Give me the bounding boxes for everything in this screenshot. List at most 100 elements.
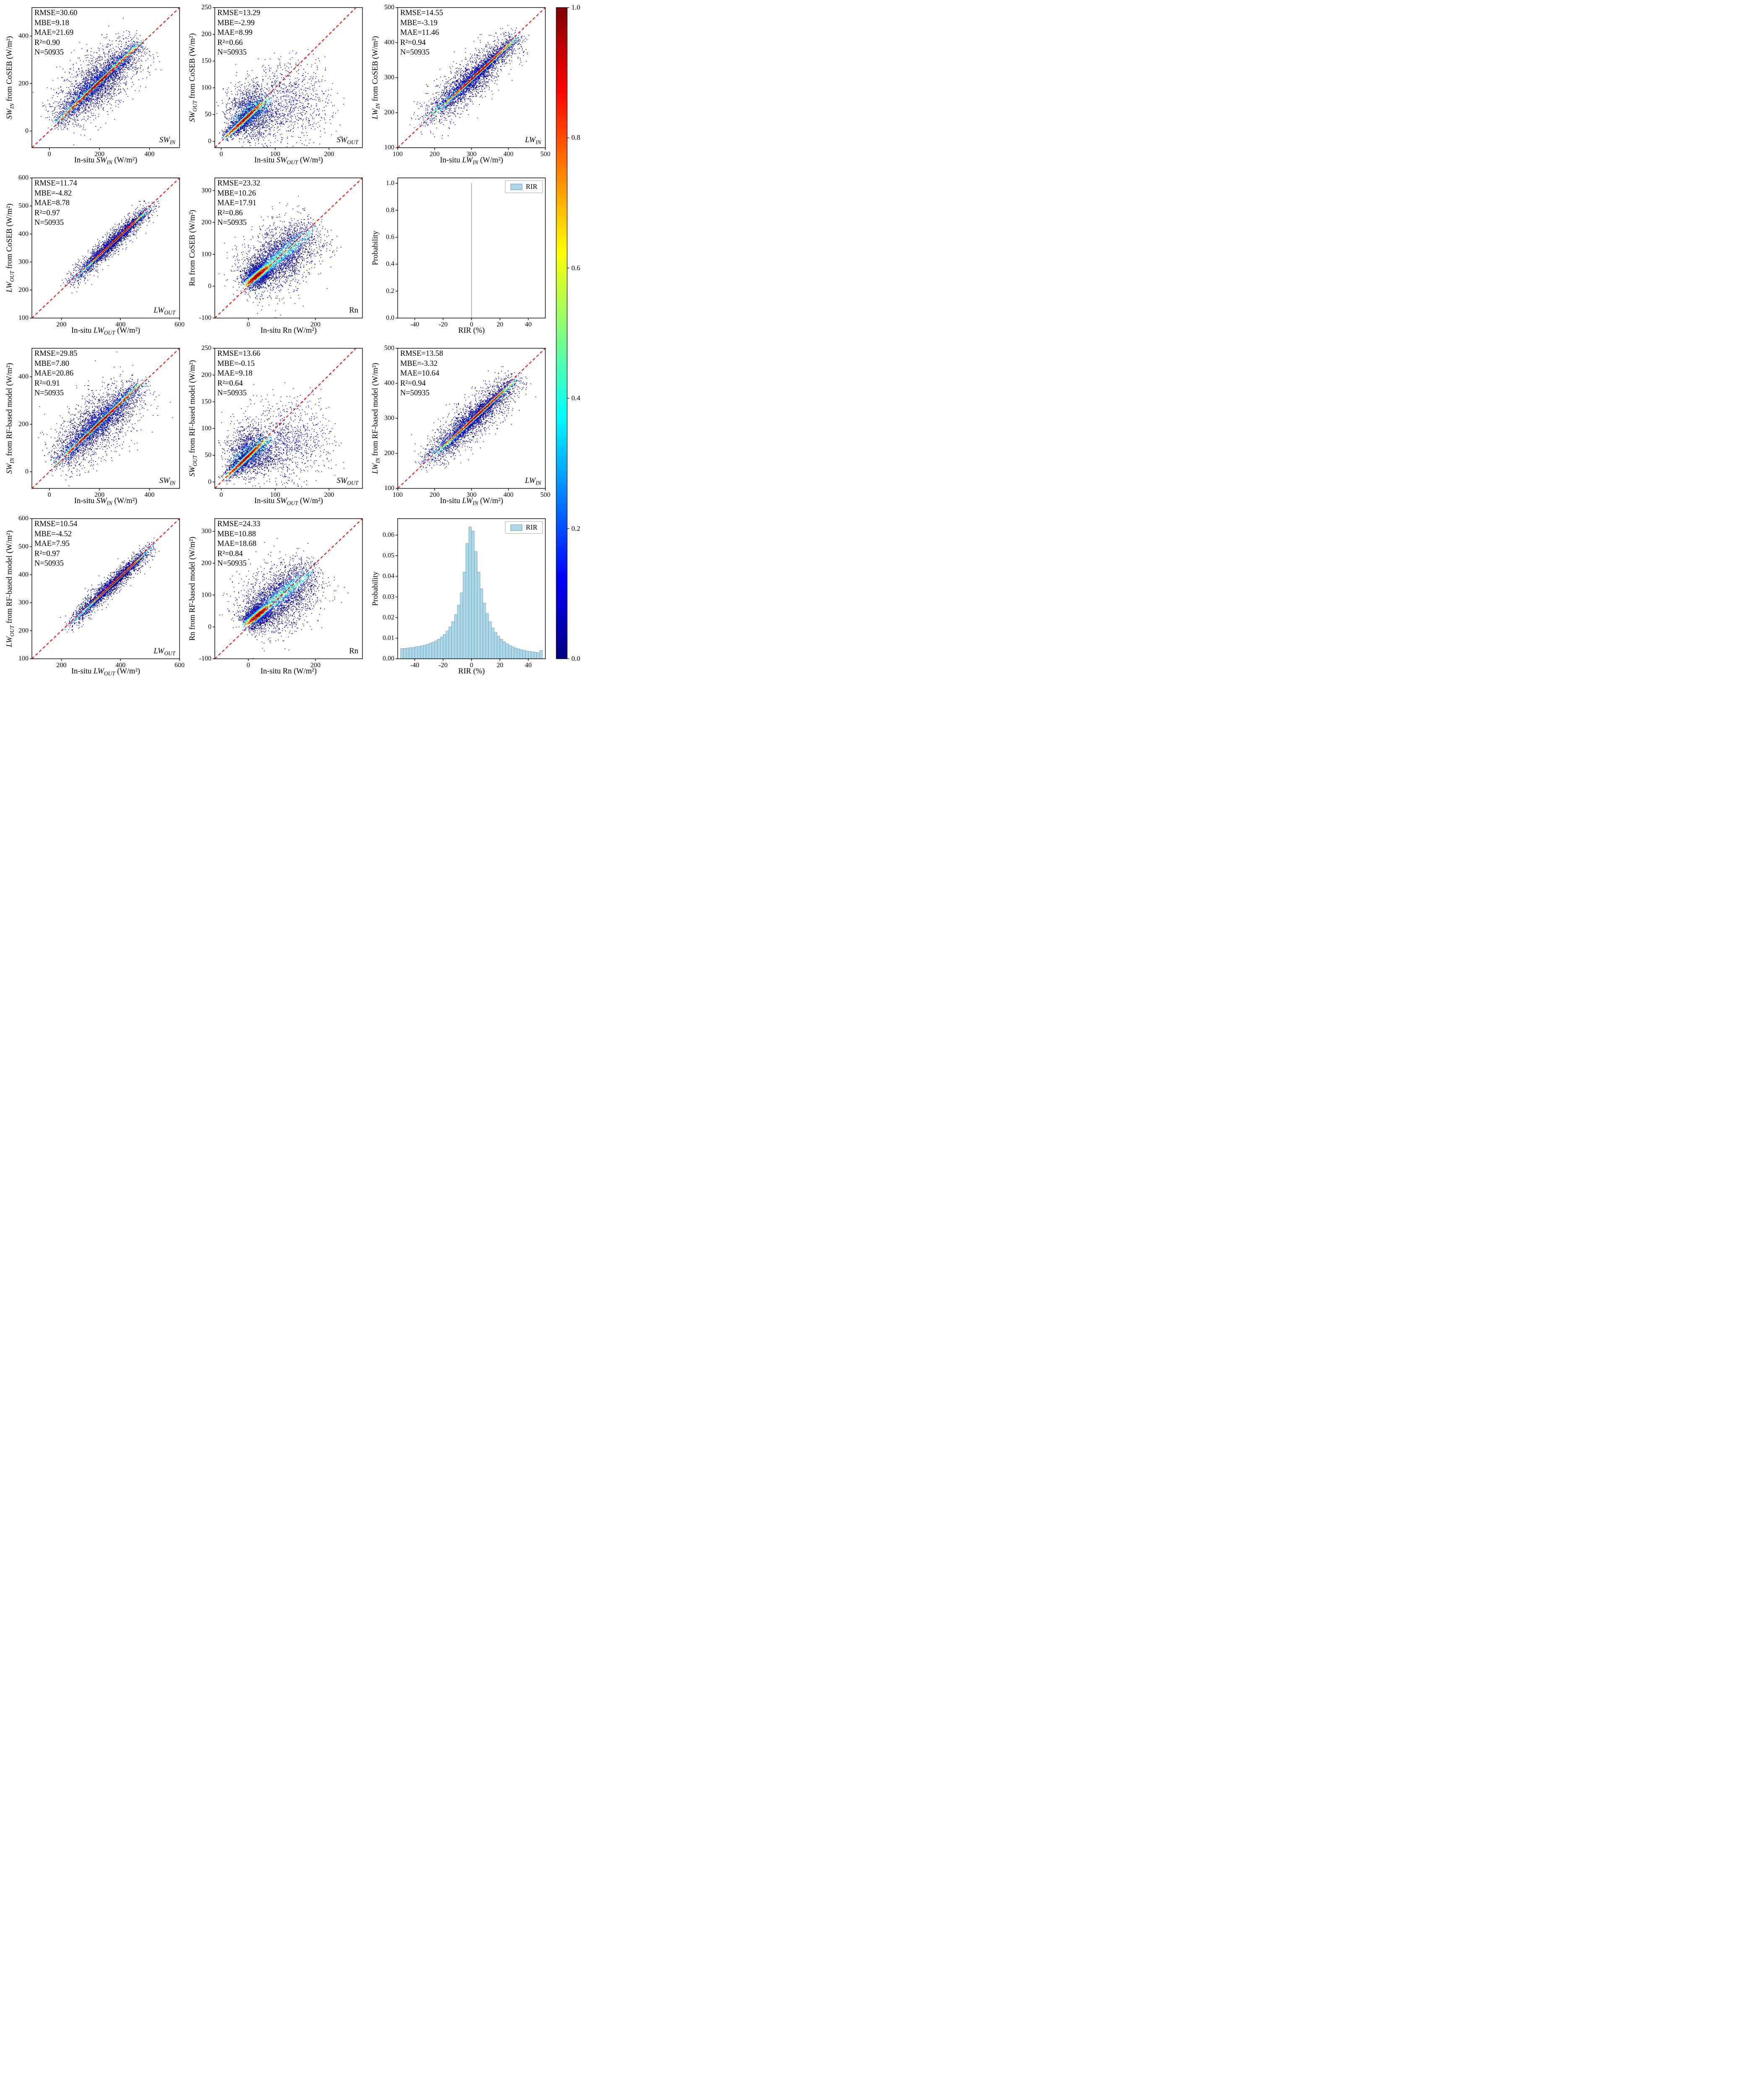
variable-label-var: SW (159, 477, 170, 485)
stat-line: RMSE=11.74 (34, 179, 77, 188)
x-axis-label-prefix: RIR (%) (458, 667, 485, 676)
colorbar-tick-label: 0.4 (571, 394, 581, 402)
x-axis-label-suffix: (W/m²) (115, 667, 141, 676)
variable-label: Rn (349, 647, 358, 657)
x-axis-label-sub: IN (472, 159, 478, 166)
x-axis-label-prefix: In-situ (71, 326, 94, 335)
legend: RIR (505, 521, 543, 534)
stat-line: N=50935 (217, 389, 247, 397)
panel-rf-swout: RMSE=13.66 MBE=-0.15 MAE=9.18 R²=0.64 N=5093… (187, 345, 367, 513)
stat-line: MAE=20.86 (34, 369, 74, 378)
stat-line: MAE=9.18 (217, 369, 253, 378)
stat-line: RMSE=13.29 (217, 9, 261, 17)
y-axis-label-var: SW (5, 463, 14, 474)
stat-line: R²=0.97 (34, 209, 60, 217)
y-axis-label-suffix: from CoSEB (W/m²) (5, 36, 14, 104)
plot-canvas (187, 515, 367, 683)
variable-label-prefix: Rn (349, 647, 358, 656)
variable-label: LWOUT (154, 647, 175, 657)
x-axis-label: In-situ Rn (W/m²) (215, 326, 362, 337)
stat-line: N=50935 (34, 219, 64, 227)
y-axis-label: SWOUT from RF-based model (W/m²) (188, 360, 198, 477)
variable-label-sub: OUT (164, 650, 175, 657)
plot-canvas (370, 515, 550, 683)
variable-label: LWOUT (154, 306, 175, 316)
y-axis-label-suffix: from CoSEB (W/m²) (188, 33, 197, 101)
stat-line: MBE=7.80 (34, 359, 69, 368)
stat-line: N=50935 (400, 389, 430, 397)
legend-label: RIR (526, 523, 537, 531)
y-axis-label-sub: IN (8, 458, 15, 464)
panel-coseb-rn: RMSE=23.32 MBE=10.26 MAE=17.91 R²=0.86 N=509… (187, 175, 367, 342)
stat-line: R²=0.64 (217, 379, 243, 388)
stat-line: N=50935 (34, 48, 64, 57)
x-axis-label-prefix: In-situ (254, 156, 277, 164)
x-axis-label: In-situ SWOUT (W/m²) (215, 156, 362, 166)
x-axis-label-var: SW (96, 497, 107, 505)
stat-line: MAE=8.78 (34, 199, 70, 207)
stat-line: MBE=10.26 (217, 189, 256, 198)
colorbar-tick-label: 0.6 (571, 264, 581, 272)
variable-label-var: LW (154, 306, 164, 315)
stat-line: RMSE=24.33 (217, 520, 261, 528)
x-axis-label-suffix: (W/m²) (115, 326, 141, 335)
y-axis-label-var: LW (371, 109, 380, 120)
variable-label: LWIN (525, 477, 541, 487)
x-axis-label: In-situ LWIN (W/m²) (398, 156, 545, 166)
x-axis-label: In-situ LWOUT (W/m²) (32, 326, 180, 337)
stat-line: R²=0.94 (400, 379, 426, 388)
variable-label-sub: IN (535, 480, 541, 486)
y-axis-label: SWOUT from CoSEB (W/m²) (188, 33, 198, 122)
y-axis-label-sub: IN (374, 458, 381, 464)
y-axis-label: LWIN from CoSEB (W/m²) (371, 36, 381, 120)
panel-coseb-rir: RIR RIR (%) Probability (370, 175, 550, 342)
variable-label-sub: IN (169, 480, 175, 486)
x-axis-label-var: LW (462, 156, 473, 164)
y-axis-label-var: LW (5, 637, 14, 647)
stat-line: MBE=-3.19 (400, 18, 438, 27)
x-axis-label: In-situ LWIN (W/m²) (398, 497, 545, 507)
y-axis-label-sub: OUT (191, 100, 198, 112)
y-axis-label-suffix: from CoSEB (W/m²) (371, 36, 380, 103)
stat-line: N=50935 (217, 48, 247, 57)
stats-block: RMSE=23.32 MBE=10.26 MAE=17.91 R²=0.86 N=509… (217, 179, 260, 228)
y-axis-label-suffix: from RF-based model (W/m²) (5, 363, 14, 458)
y-axis-label-sub: IN (374, 103, 381, 109)
y-axis-label: Rn from RF-based model (W/m²) (188, 537, 198, 641)
x-axis-label-suffix: (W/m²) (478, 156, 503, 164)
x-axis-label: In-situ SWIN (W/m²) (32, 156, 180, 166)
y-axis-label: LWIN from RF-based model (W/m²) (371, 363, 381, 474)
y-axis-label-sub: IN (8, 103, 15, 109)
stats-block: RMSE=11.74 MBE=-4.82 MAE=8.78 R²=0.97 N=5093… (34, 179, 77, 228)
stat-line: MBE=-2.99 (217, 18, 255, 27)
panel-rf-lwin: RMSE=13.58 MBE=-3.32 MAE=10.64 R²=0.94 N=509… (370, 345, 550, 513)
x-axis-label-var: SW (276, 497, 287, 505)
stat-line: R²=0.86 (217, 209, 243, 217)
x-axis-label-prefix: In-situ (74, 497, 96, 505)
x-axis-label-prefix: In-situ (440, 497, 462, 505)
x-axis-label-prefix: RIR (%) (458, 326, 485, 335)
stat-line: MBE=-4.52 (34, 530, 72, 538)
y-axis-label-prefix: Rn from CoSEB (W/m²) (188, 210, 197, 286)
variable-label-var: LW (154, 647, 164, 656)
plot-canvas (4, 4, 185, 172)
variable-label-var: SW (336, 477, 347, 485)
y-axis-label: SWIN from RF-based model (W/m²) (5, 363, 16, 474)
y-axis-label: SWIN from CoSEB (W/m²) (5, 36, 16, 119)
legend-swatch (511, 183, 523, 190)
stat-line: MAE=21.69 (34, 29, 74, 37)
stat-line: MAE=7.95 (34, 540, 70, 548)
x-axis-label-var: SW (96, 156, 107, 164)
colorbar-tick-label: 0.2 (571, 524, 581, 532)
stat-line: MBE=-4.82 (34, 189, 72, 198)
x-axis-label-suffix: (W/m²) (478, 497, 503, 505)
variable-label-var: LW (525, 477, 536, 485)
plot-canvas (187, 4, 367, 172)
panel-rf-swin: RMSE=29.85 MBE=7.80 MAE=20.86 R²=0.91 N=5093… (4, 345, 185, 513)
plot-canvas (4, 345, 185, 513)
x-axis-label-prefix: In-situ (74, 156, 96, 164)
y-axis-label-suffix: from CoSEB (W/m²) (5, 204, 14, 271)
y-axis-label-var: SW (188, 112, 197, 122)
figure-root: RMSE=30.60 MBE=9.18 MAE=21.69 R²=0.90 N=5093… (0, 0, 593, 687)
stat-line: MBE=-0.15 (217, 359, 255, 368)
